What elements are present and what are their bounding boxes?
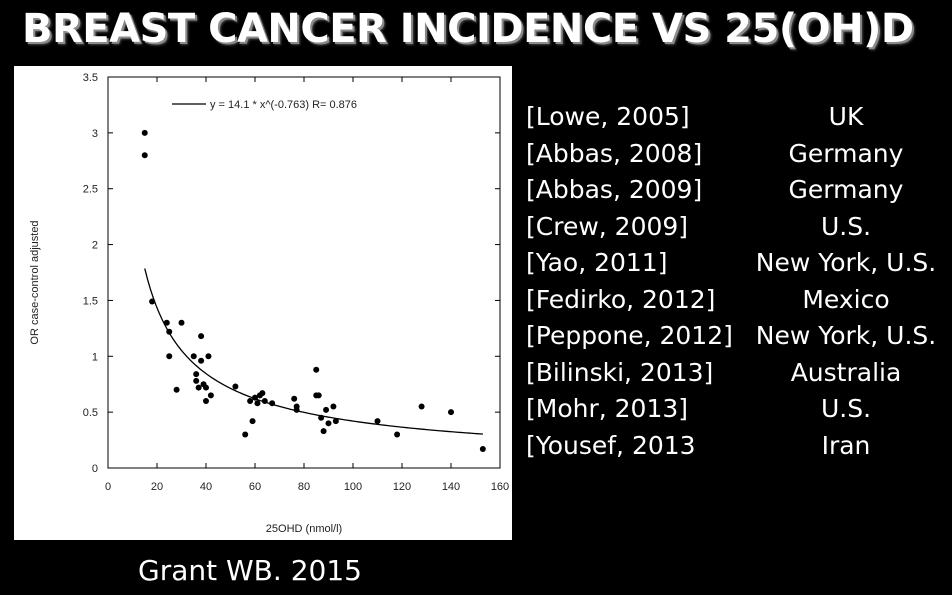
data-point bbox=[205, 353, 212, 360]
data-point bbox=[193, 371, 200, 378]
y-tick-label: 3 bbox=[92, 128, 98, 140]
x-tick-label: 160 bbox=[491, 481, 509, 493]
data-point bbox=[141, 152, 148, 159]
data-point bbox=[325, 420, 332, 427]
data-point bbox=[374, 418, 381, 425]
study-location: UK bbox=[828, 102, 864, 131]
data-point bbox=[332, 418, 339, 425]
study-reference: [Mohr, 2013] bbox=[526, 394, 689, 423]
data-point bbox=[252, 394, 258, 401]
data-point bbox=[330, 403, 337, 410]
data-point bbox=[291, 395, 298, 402]
data-point bbox=[166, 328, 173, 335]
plot-frame bbox=[107, 76, 501, 469]
data-point bbox=[195, 384, 202, 391]
study-location: U.S. bbox=[820, 394, 872, 423]
study-reference: [Fedirko, 2012] bbox=[526, 284, 716, 314]
x-tick-label: 120 bbox=[393, 481, 411, 493]
x-tick-label: 0 bbox=[105, 481, 111, 493]
y-tick-label: 2 bbox=[92, 240, 98, 252]
x-axis-label: 25OHD (nmol/l) bbox=[266, 523, 342, 535]
study-reference: [Peppone, 2012] bbox=[526, 321, 733, 350]
study-reference: [Bilinski, 2013] bbox=[526, 357, 714, 387]
scatter-chart-panel: 0 20 40 60 80 100 120 140 160 0 0.5 1 1.5 2 2.5 3 3.5 25O… bbox=[14, 66, 512, 540]
study-location: New York, U.S. bbox=[755, 321, 937, 350]
scatter-chart: 0 20 40 60 80 100 120 140 160 0 0.5 1 1.5 2 2.5 3 3.5 25O… bbox=[29, 72, 509, 535]
y-tick-label: 3.5 bbox=[83, 72, 98, 84]
y-tick-label: 0 bbox=[92, 463, 98, 475]
study-reference: [Yao, 2011] bbox=[526, 248, 668, 277]
study-location: New York, U.S. bbox=[755, 248, 937, 277]
data-point bbox=[293, 406, 300, 413]
data-point bbox=[193, 377, 200, 384]
data-point bbox=[249, 418, 256, 425]
data-point bbox=[269, 400, 276, 407]
study-location: Germany bbox=[788, 175, 904, 204]
data-point bbox=[232, 383, 239, 390]
data-point bbox=[190, 353, 197, 360]
x-tick-label: 40 bbox=[200, 481, 212, 493]
data-point bbox=[198, 333, 205, 340]
study-reference: [Abbas, 2009] bbox=[526, 175, 703, 204]
data-point bbox=[315, 392, 322, 399]
study-location: Iran bbox=[821, 430, 871, 460]
y-tick-label: 0.5 bbox=[83, 407, 98, 419]
data-point bbox=[178, 319, 185, 326]
data-point bbox=[318, 414, 325, 421]
data-point bbox=[448, 409, 454, 416]
data-point bbox=[323, 406, 330, 413]
x-tick-label: 80 bbox=[298, 481, 310, 493]
study-location: Australia bbox=[790, 357, 902, 387]
y-tick-label: 2.5 bbox=[83, 184, 98, 196]
citation: Grant WB. 2015 bbox=[138, 554, 362, 587]
data-point bbox=[320, 428, 327, 435]
data-point bbox=[203, 397, 209, 404]
data-point bbox=[479, 446, 486, 453]
data-point bbox=[166, 353, 173, 360]
data-point bbox=[163, 319, 170, 326]
data-point bbox=[203, 384, 209, 391]
data-point bbox=[394, 431, 401, 438]
y-axis-label: OR case-control adjusted bbox=[29, 220, 41, 344]
x-tick-label: 20 bbox=[151, 481, 163, 493]
legend-label: y = 14.1 * x^(-0.763) R= 0.876 bbox=[210, 99, 357, 111]
data-point bbox=[242, 431, 249, 438]
x-tick-label: 140 bbox=[442, 481, 460, 493]
data-point bbox=[173, 386, 180, 393]
data-point bbox=[247, 397, 254, 404]
study-location: Mexico bbox=[802, 284, 890, 314]
data-point bbox=[149, 298, 156, 305]
data-point bbox=[141, 129, 148, 136]
data-point bbox=[313, 366, 320, 373]
study-location: Germany bbox=[788, 138, 904, 168]
data-point bbox=[261, 397, 268, 404]
fit-curve bbox=[144, 268, 483, 435]
study-reference: [Yousef, 2013 bbox=[526, 430, 696, 460]
study-reference: [Crew, 2009] bbox=[526, 211, 689, 241]
study-reference: [Lowe, 2005] bbox=[526, 102, 690, 131]
page-title: BREAST CANCER INCIDENCE VS 25(OH)D bbox=[22, 6, 914, 52]
y-tick-label: 1.5 bbox=[83, 295, 98, 307]
x-tick-label: 60 bbox=[249, 481, 261, 493]
x-tick-label: 100 bbox=[344, 481, 362, 493]
data-point bbox=[198, 357, 205, 364]
data-point bbox=[254, 400, 261, 407]
study-location: U.S. bbox=[820, 211, 872, 241]
data-point bbox=[259, 390, 266, 397]
y-tick-label: 1 bbox=[92, 351, 98, 363]
data-point bbox=[418, 403, 425, 410]
study-reference: [Abbas, 2008] bbox=[526, 138, 703, 168]
data-point bbox=[207, 392, 214, 399]
